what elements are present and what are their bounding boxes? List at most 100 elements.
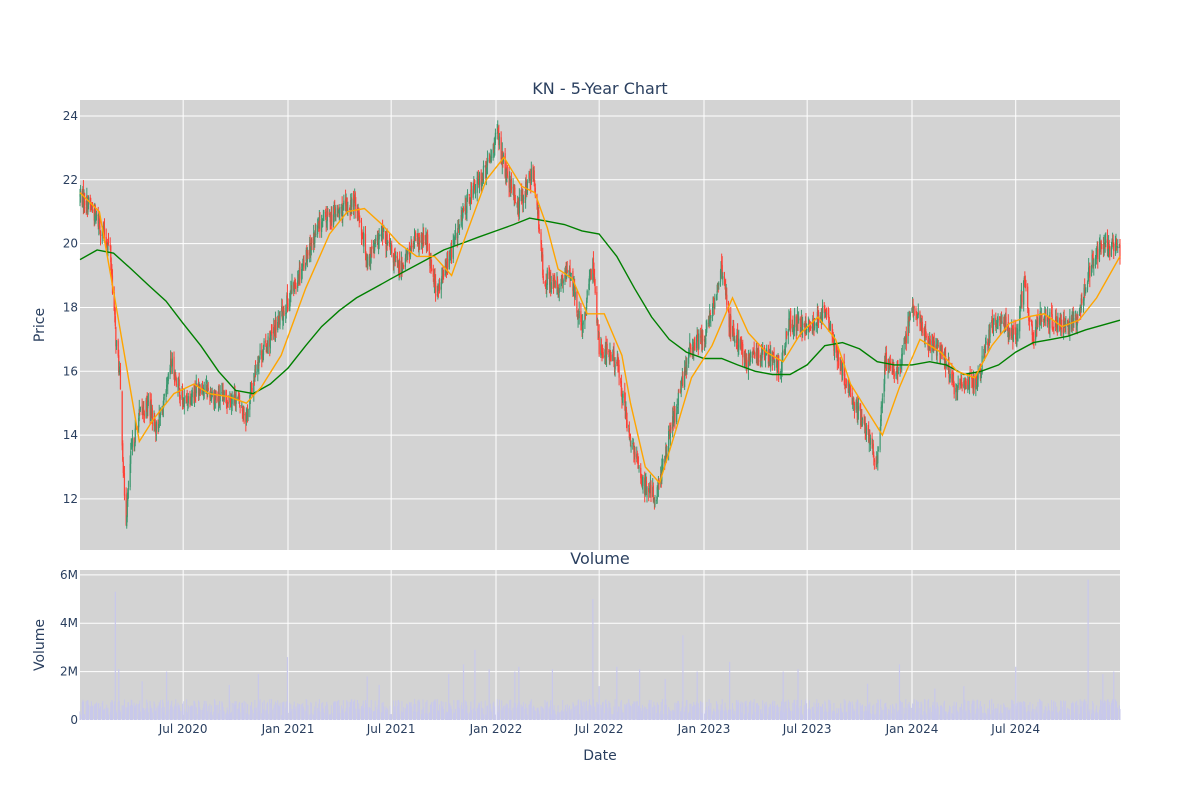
volume-bar: [871, 713, 873, 720]
volume-bar: [677, 700, 679, 720]
candle-body: [936, 345, 938, 356]
volume-bar: [345, 711, 347, 720]
candle-body: [1068, 326, 1070, 330]
volume-bar: [778, 706, 780, 720]
volume-bar: [979, 701, 981, 720]
volume-bar: [769, 703, 771, 720]
candle-body: [258, 358, 260, 367]
candle-body: [381, 226, 384, 239]
volume-bar: [937, 706, 939, 720]
candle-body: [711, 306, 714, 314]
volume-bar: [1051, 710, 1053, 720]
volume-bar: [357, 699, 359, 720]
volume-bar: [656, 702, 658, 720]
volume-bar: [233, 705, 235, 720]
volume-bar: [451, 709, 453, 720]
candle-body: [187, 404, 189, 405]
volume-bar: [984, 713, 986, 720]
candle-body: [677, 406, 679, 408]
candle-body: [848, 379, 850, 393]
volume-bar: [662, 714, 664, 720]
volume-bar: [478, 703, 480, 720]
candle-body: [707, 323, 710, 324]
candle-body: [329, 212, 331, 223]
candle-body: [267, 336, 269, 354]
candle-body: [1119, 244, 1121, 259]
volume-bar: [780, 706, 782, 720]
candle-body: [358, 212, 360, 222]
volume-bar: [896, 713, 898, 720]
candle-body: [370, 258, 372, 262]
volume-bar: [712, 714, 714, 720]
candle-body: [383, 229, 385, 231]
volume-bar: [656, 712, 658, 720]
volume-bar: [350, 702, 352, 720]
volume-bar: [676, 709, 678, 720]
volume-bar: [333, 702, 335, 720]
candle-body: [1044, 315, 1046, 317]
volume-bar: [724, 710, 726, 720]
candle-body: [825, 309, 828, 313]
volume-bar: [313, 714, 315, 720]
volume-bar: [770, 704, 772, 720]
volume-bar: [151, 712, 153, 720]
volume-bar: [234, 701, 236, 720]
candle-body: [500, 137, 502, 160]
volume-bar: [392, 700, 394, 720]
volume-bar: [892, 706, 894, 720]
candle-body: [628, 425, 630, 427]
volume-bar: [151, 707, 153, 720]
candle-body: [273, 324, 275, 329]
candle-body: [534, 182, 536, 187]
candle-body: [1106, 238, 1109, 251]
volume-bar: [229, 713, 231, 720]
candle-body: [829, 321, 832, 324]
volume-bar: [600, 707, 602, 720]
candle-body: [291, 282, 293, 294]
volume-bar: [1044, 713, 1046, 720]
volume-bar: [106, 704, 108, 720]
volume-bar: [163, 712, 165, 720]
candle-body: [816, 311, 819, 326]
volume-bar: [327, 709, 329, 720]
volume-bar: [716, 701, 718, 720]
candle-body: [433, 276, 436, 285]
volume-bar: [1003, 703, 1005, 720]
volume-bar: [755, 703, 757, 720]
volume-bar: [383, 706, 385, 720]
volume-bar: [203, 700, 205, 720]
volume-bar: [198, 700, 200, 720]
volume-bar: [784, 702, 786, 720]
volume-bar: [237, 708, 239, 720]
candle-body: [849, 386, 852, 392]
volume-bar: [401, 701, 403, 720]
candle-body: [492, 148, 494, 158]
volume-bar: [504, 705, 506, 720]
volume-bar: [704, 713, 706, 720]
volume-bar: [95, 712, 97, 720]
candle-body: [1073, 317, 1075, 321]
candle-body: [652, 485, 654, 501]
candle-body: [175, 378, 177, 386]
volume-bar: [478, 702, 480, 720]
volume-bar: [110, 702, 112, 720]
volume-bar: [642, 708, 644, 720]
volume-bar-spike: [166, 671, 168, 720]
volume-bar: [102, 710, 104, 720]
volume-bar: [686, 699, 688, 720]
volume-bar: [501, 700, 503, 720]
volume-bar: [1068, 714, 1070, 720]
volume-bar: [988, 713, 990, 720]
volume-bar: [1107, 699, 1109, 720]
candle-body: [493, 147, 495, 152]
volume-bar: [809, 708, 811, 720]
volume-bar: [648, 699, 650, 720]
candle-body: [650, 485, 652, 498]
volume-bar: [321, 703, 323, 720]
candle-body: [1000, 322, 1002, 329]
volume-bar: [386, 708, 388, 720]
volume-bar: [672, 709, 674, 720]
volume-bar: [468, 713, 470, 720]
volume-bar: [199, 706, 201, 720]
volume-bar: [506, 704, 508, 720]
